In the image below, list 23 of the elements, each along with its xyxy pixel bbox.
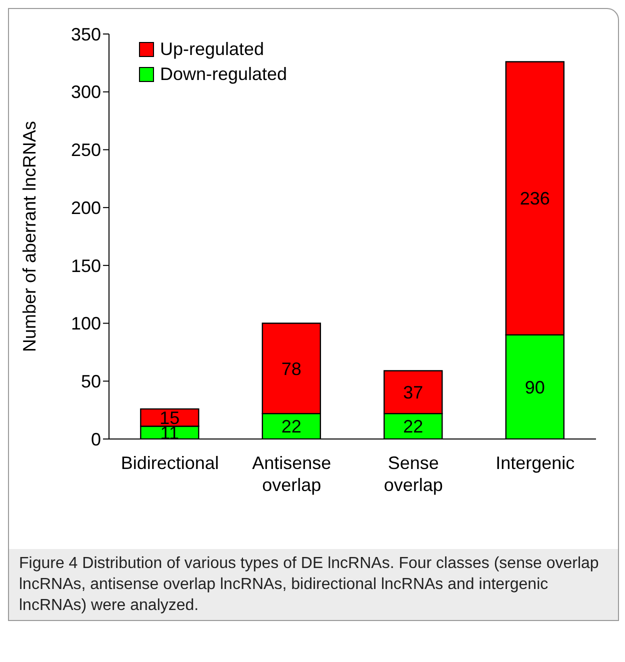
x-tick-label: Sense overlap xyxy=(384,453,443,495)
y-tick-label: 150 xyxy=(70,256,101,276)
y-tick-label: 0 xyxy=(90,429,101,450)
caption: Figure 4 Distribution of various types of DE lncRNAs. Four classes (sense overlap lncRNAs, antisense overlap lncRNAs, bidirectional lncRNAs and intergenic lncRNAs) were analyzed. xyxy=(9,549,618,620)
data-label: 22 xyxy=(403,416,424,437)
data-label: 15 xyxy=(160,408,180,428)
data-label: 90 xyxy=(524,377,545,398)
data-label: 78 xyxy=(281,358,302,379)
legend-label: Down-regulated xyxy=(160,64,288,85)
y-tick-label: 300 xyxy=(70,82,101,102)
y-tick-label: 50 xyxy=(80,372,101,392)
x-tick-label: Antisense overlap xyxy=(252,453,332,495)
y-tick-label: 100 xyxy=(70,314,101,334)
legend-label: Up-regulated xyxy=(160,39,264,60)
data-label: 22 xyxy=(281,416,302,437)
y-tick-label: 200 xyxy=(70,198,101,218)
x-tick-label: Intergenic xyxy=(496,453,575,473)
data-label: 37 xyxy=(403,382,424,403)
x-tick-label: Bidirectional xyxy=(120,453,219,473)
y-tick-label: 350 xyxy=(70,24,101,44)
y-tick-label: 250 xyxy=(70,140,101,160)
y-axis-title: Number of aberrant lncRNAs xyxy=(19,120,40,352)
data-label: 236 xyxy=(520,188,550,209)
